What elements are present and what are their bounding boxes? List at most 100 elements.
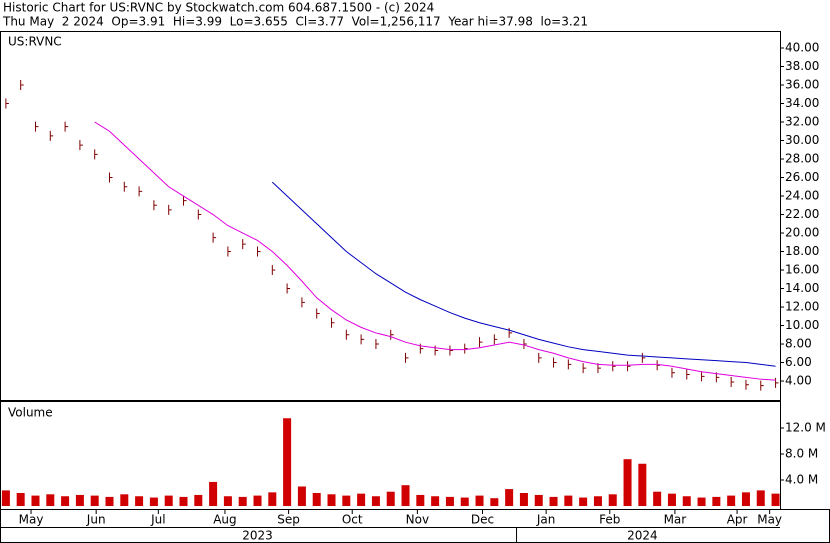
volume-bar bbox=[164, 495, 173, 506]
price-bar bbox=[301, 297, 305, 308]
volume-bar bbox=[283, 418, 292, 506]
price-bar bbox=[360, 334, 365, 345]
x-tick-label: May bbox=[757, 513, 782, 527]
price-bar bbox=[508, 327, 513, 338]
price-bar bbox=[286, 283, 291, 294]
year-label: 2023 bbox=[242, 529, 273, 543]
volume-bar bbox=[90, 495, 99, 506]
price-bar bbox=[20, 80, 24, 91]
y-tick-label: 38.00 bbox=[785, 59, 819, 73]
price-bar bbox=[449, 345, 453, 356]
y-tick-label: 8.0 M bbox=[785, 447, 818, 461]
price-bar bbox=[49, 130, 54, 141]
volume-bar bbox=[209, 481, 218, 506]
header-quote: Thu May 2 2024 Op=3.91 Hi=3.99 Lo=3.655 … bbox=[2, 15, 588, 29]
volume-bar bbox=[179, 496, 188, 506]
volume-bar bbox=[756, 490, 765, 506]
price-panel bbox=[0, 31, 781, 401]
volume-bar bbox=[653, 491, 662, 506]
price-bar bbox=[701, 371, 705, 382]
volume-bar bbox=[238, 496, 247, 506]
volume-bar bbox=[519, 493, 528, 506]
y-tick-label: 26.00 bbox=[785, 170, 819, 184]
price-bar bbox=[390, 329, 394, 340]
price-bar bbox=[567, 359, 572, 370]
price-bar bbox=[775, 377, 779, 388]
y-tick-label: 28.00 bbox=[785, 152, 819, 166]
volume-bar bbox=[149, 497, 158, 506]
symbol-label: US:RVNC bbox=[8, 35, 62, 49]
volume-bar bbox=[357, 493, 366, 506]
price-bar bbox=[405, 352, 409, 363]
volume-bar bbox=[194, 494, 203, 506]
price-bar bbox=[730, 376, 735, 387]
volume-bar bbox=[431, 496, 440, 506]
y-tick-label: 34.00 bbox=[785, 96, 819, 110]
y-tick-label: 36.00 bbox=[785, 78, 819, 92]
price-bar bbox=[316, 308, 320, 319]
x-tick-label: Mar bbox=[664, 513, 687, 527]
header-title: Historic Chart for US:RVNC by Stockwatch… bbox=[3, 1, 434, 15]
volume-bar bbox=[667, 493, 676, 506]
price-bar bbox=[745, 379, 749, 390]
price-bar bbox=[227, 246, 231, 257]
volume-bar bbox=[105, 496, 114, 506]
volume-bar bbox=[120, 494, 129, 506]
price-bar bbox=[553, 357, 557, 368]
volume-bar bbox=[608, 494, 617, 506]
price-bar bbox=[493, 334, 498, 345]
price-bar bbox=[242, 239, 246, 250]
volume-bar bbox=[31, 495, 40, 506]
volume-bar bbox=[682, 496, 691, 506]
y-tick-label: 24.00 bbox=[785, 189, 819, 203]
y-tick-label: 32.00 bbox=[785, 115, 819, 129]
y-tick-label: 10.00 bbox=[785, 318, 819, 332]
price-bar bbox=[5, 98, 9, 109]
x-tick-label: Dec bbox=[471, 513, 494, 527]
price-bar bbox=[419, 343, 424, 354]
y-tick-label: 20.00 bbox=[785, 226, 819, 240]
price-bar bbox=[760, 380, 764, 391]
x-tick-label: Jun bbox=[86, 513, 106, 527]
y-tick-label: 14.00 bbox=[785, 281, 819, 295]
volume-bar bbox=[490, 498, 499, 506]
price-bar bbox=[612, 361, 616, 372]
price-bar bbox=[331, 317, 335, 328]
price-bar bbox=[183, 195, 187, 206]
price-bar bbox=[523, 339, 527, 350]
moving-average bbox=[271, 181, 776, 367]
x-tick-label: Apr bbox=[727, 513, 748, 527]
volume-bar bbox=[312, 493, 321, 506]
volume-bar bbox=[475, 495, 484, 506]
price-bar bbox=[79, 140, 83, 151]
price-bar bbox=[64, 121, 69, 132]
price-bar bbox=[671, 367, 675, 378]
x-tick-label: May bbox=[19, 513, 44, 527]
price-bar bbox=[375, 339, 379, 350]
volume-bar bbox=[638, 463, 647, 506]
x-tick-label: Feb bbox=[599, 513, 620, 527]
volume-bar bbox=[534, 494, 543, 506]
volume-bar bbox=[61, 496, 70, 506]
volume-bar bbox=[593, 496, 602, 506]
y-tick-label: 18.00 bbox=[785, 244, 819, 258]
volume-bar bbox=[416, 494, 425, 506]
volume-bar bbox=[623, 459, 632, 506]
volume-bar bbox=[727, 495, 736, 506]
x-tick-label: Nov bbox=[406, 513, 429, 527]
price-bar bbox=[153, 200, 157, 211]
volume-bar bbox=[1, 490, 10, 506]
volume-bar bbox=[445, 496, 454, 506]
price-bar bbox=[108, 172, 113, 183]
price-bar bbox=[656, 360, 661, 371]
x-tick-label: Jul bbox=[150, 513, 165, 527]
price-bar bbox=[94, 149, 98, 160]
y-tick-label: 40.00 bbox=[785, 41, 819, 55]
volume-label: Volume bbox=[8, 406, 53, 420]
moving-average bbox=[94, 121, 776, 381]
volume-bar bbox=[16, 493, 25, 506]
y-tick-label: 16.00 bbox=[785, 263, 819, 277]
volume-bar bbox=[297, 486, 306, 506]
price-bar bbox=[464, 343, 468, 354]
